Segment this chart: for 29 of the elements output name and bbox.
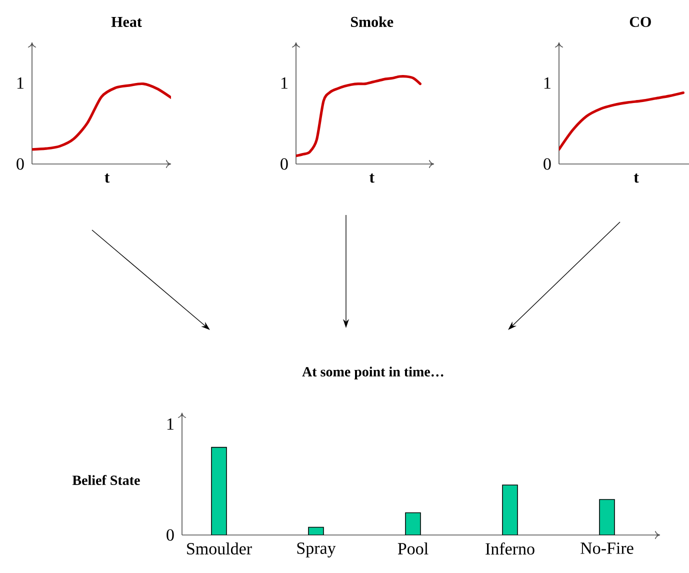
x-tick-label: Inferno <box>486 542 534 555</box>
x-tick-label: Smoulder <box>187 542 252 554</box>
y-tick-label: 1 <box>544 77 550 89</box>
line-series <box>559 91 684 151</box>
y-tick-label: 0 <box>544 158 551 170</box>
x-axis-title: t <box>369 174 374 183</box>
chart-title: Heat <box>111 17 142 27</box>
y-tick-label: 0 <box>166 529 174 541</box>
y-tick-label: 1 <box>167 418 174 430</box>
chart-title: CO <box>630 16 651 27</box>
y-axis-title: Belief State <box>72 475 140 486</box>
bar <box>599 499 615 535</box>
y-tick-label: 0 <box>280 158 288 170</box>
x-tick-label: Pool <box>398 542 428 554</box>
y-tick-label: 1 <box>17 77 24 89</box>
chart-title: Smoke <box>351 16 394 27</box>
x-axis-title: t <box>104 174 110 183</box>
y-tick-label: 0 <box>16 158 24 170</box>
line-series <box>32 82 172 151</box>
y-tick-label: 1 <box>281 77 288 89</box>
x-tick-label: Spray <box>297 542 336 558</box>
bar <box>405 512 421 535</box>
x-axis-title: t <box>634 174 639 183</box>
x-tick-label: No-Fire <box>580 542 634 554</box>
bar <box>308 526 324 535</box>
bar <box>211 446 227 535</box>
chart-title: At some point in time… <box>302 366 444 380</box>
line-series <box>296 75 422 158</box>
bar <box>502 484 518 535</box>
